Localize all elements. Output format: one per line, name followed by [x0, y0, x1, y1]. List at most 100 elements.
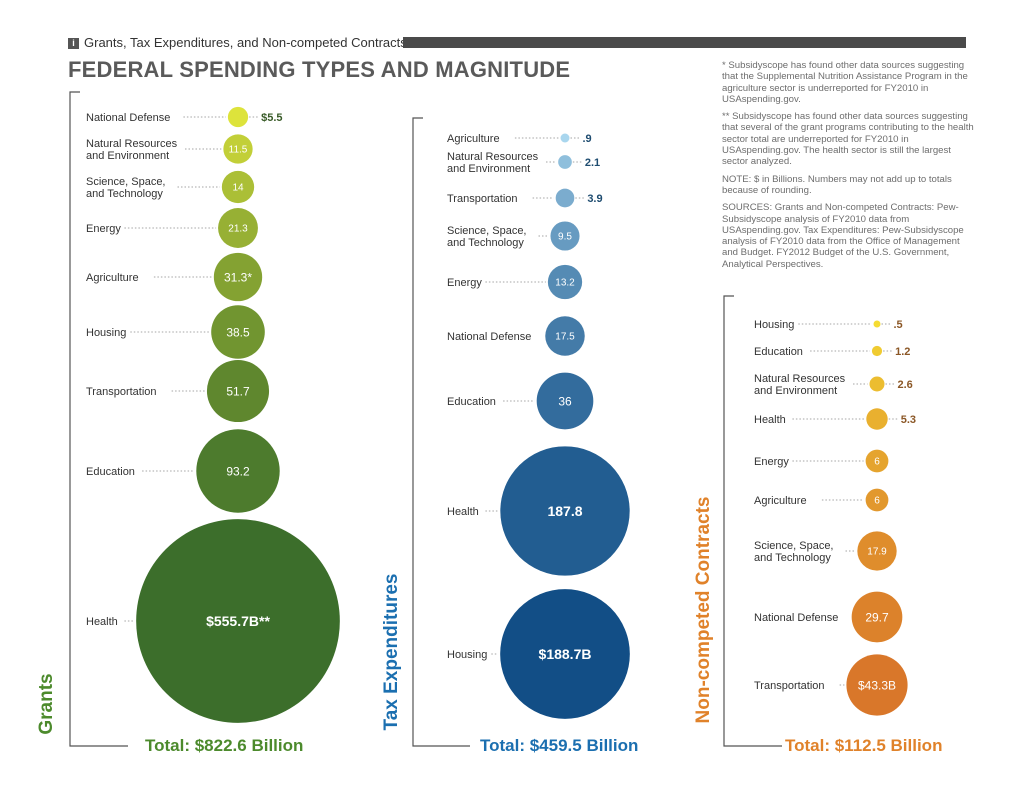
bubble-science-space-and-technology: Science, Space,and Technology 9.5: [447, 221, 580, 251]
category-label: Health: [86, 616, 118, 628]
category-label: Housing: [86, 327, 126, 339]
value-label: 6: [874, 496, 880, 507]
category-label: Transportation: [447, 193, 518, 205]
bubble-mark: [547, 264, 583, 300]
section-kicker: Grants, Tax Expenditures, and Non-compet…: [84, 35, 407, 50]
panel-tax-expenditures: Tax Expenditures Total: $459.5 Billion Agr…: [381, 117, 638, 755]
bubble-mark: [869, 376, 885, 392]
value-label: 187.8: [547, 503, 582, 519]
bubble-mark: [560, 133, 570, 143]
category-label: Energy: [86, 223, 121, 235]
panel-title: Non-competed Contracts: [693, 497, 714, 724]
panel-bracket: [69, 91, 128, 747]
category-label: Housing: [754, 319, 794, 331]
category-label: and Environment: [86, 150, 169, 162]
bubble-energy: Energy 6: [754, 449, 889, 473]
bubble-health: Health $555.7B**: [86, 519, 340, 723]
value-label: 36: [558, 394, 572, 408]
bubble-mark: [211, 305, 265, 359]
bubble-energy: Energy 21.3: [86, 208, 258, 248]
category-label: and Environment: [447, 163, 530, 175]
bubble-mark: [545, 316, 585, 356]
panel-grants: Grants Total: $822.6 Billion National Defe…: [36, 91, 340, 755]
bubble-mark: [227, 106, 249, 128]
category-label: Natural Resources: [86, 138, 178, 150]
category-label: Science, Space,: [86, 176, 166, 188]
bubble-mark: [857, 531, 897, 571]
bubble-mark: [865, 488, 889, 512]
bubble-mark: [221, 170, 255, 204]
value-label: 38.5: [226, 325, 250, 339]
value-label: 17.5: [555, 332, 575, 343]
category-label: and Technology: [447, 237, 524, 249]
value-label: 9.5: [558, 232, 572, 243]
category-label: Transportation: [86, 386, 157, 398]
value-label: 29.7: [865, 610, 889, 624]
value-label: 11.5: [229, 145, 248, 156]
category-label: National Defense: [86, 112, 170, 124]
bubble-mark: [536, 372, 594, 430]
bubble-housing: Housing 38.5: [86, 305, 265, 359]
value-label: $555.7B**: [206, 613, 270, 629]
category-label: and Technology: [86, 188, 163, 200]
panel-bracket: [412, 117, 470, 747]
bubble-mark: [223, 134, 253, 164]
bubble-agriculture: Agriculture 6: [754, 488, 889, 512]
category-label: Housing: [447, 649, 487, 661]
category-label: Education: [754, 346, 803, 358]
bubble-mark: [871, 345, 883, 357]
bubble-transportation: Transportation 51.7: [86, 359, 270, 423]
bubble-education: Education 36: [447, 372, 594, 430]
category-label: Transportation: [754, 680, 825, 692]
category-label: National Defense: [447, 331, 531, 343]
value-label: $43.3B: [858, 678, 896, 692]
bubble-mark: [213, 252, 263, 302]
bubble-energy: Energy 13.2: [447, 264, 583, 300]
value-label: .5: [894, 319, 903, 331]
bubble-national-defense: National Defense 29.7: [754, 591, 903, 643]
category-label: Health: [447, 506, 479, 518]
panel-title: Tax Expenditures: [381, 574, 402, 731]
bubble-national-defense: National Defense 17.5: [447, 316, 585, 356]
panel-bracket: [723, 295, 782, 747]
bubble-mark: [866, 408, 888, 430]
footnote-units: NOTE: $ in Billions. Numbers may not add…: [722, 173, 952, 196]
bubble-mark: [196, 429, 280, 513]
category-label: Science, Space,: [447, 225, 527, 237]
info-icon: i: [68, 38, 79, 49]
bubble-science-space-and-technology: Science, Space,and Technology 14: [86, 170, 255, 204]
bubble-housing: Housing $188.7B: [447, 589, 630, 719]
bubble-mark: [555, 188, 575, 208]
bubble-agriculture: Agriculture .9: [447, 133, 592, 145]
bubble-education: Education 93.2: [86, 429, 280, 513]
category-label: Energy: [447, 277, 482, 289]
value-label: 93.2: [226, 464, 250, 478]
bubble-mark: [218, 208, 258, 248]
bubble-agriculture: Agriculture 31.3*: [86, 252, 263, 302]
bubble-science-space-and-technology: Science, Space,and Technology 17.9: [754, 531, 897, 571]
bubble-transportation: Transportation 3.9: [447, 188, 603, 208]
category-label: Natural Resources: [447, 151, 539, 163]
value-label: $5.5: [261, 112, 282, 124]
panel-total: Total: $459.5 Billion: [480, 736, 638, 755]
category-label: Natural Resources: [754, 373, 846, 385]
value-label: 51.7: [226, 384, 250, 398]
panel-total: Total: $112.5 Billion: [785, 736, 942, 755]
bubble-national-defense: National Defense $5.5: [86, 106, 283, 128]
value-label: 2.1: [585, 157, 600, 169]
footnote-sources: SOURCES: Grants and Non-competed Contrac…: [722, 202, 964, 270]
category-label: Energy: [754, 456, 789, 468]
value-label: 1.2: [895, 346, 910, 358]
bubble-mark: [500, 446, 630, 576]
value-label: 14: [232, 183, 244, 194]
bubble-education: Education 1.2: [754, 345, 910, 358]
bubble-mark: [550, 221, 580, 251]
value-label: 3.9: [587, 193, 602, 205]
category-label: and Technology: [754, 552, 831, 564]
value-label: 31.3*: [224, 270, 252, 284]
bubble-health: Health 187.8: [447, 446, 630, 576]
bubble-housing: Housing .5: [754, 319, 903, 331]
category-label: and Environment: [754, 385, 837, 397]
